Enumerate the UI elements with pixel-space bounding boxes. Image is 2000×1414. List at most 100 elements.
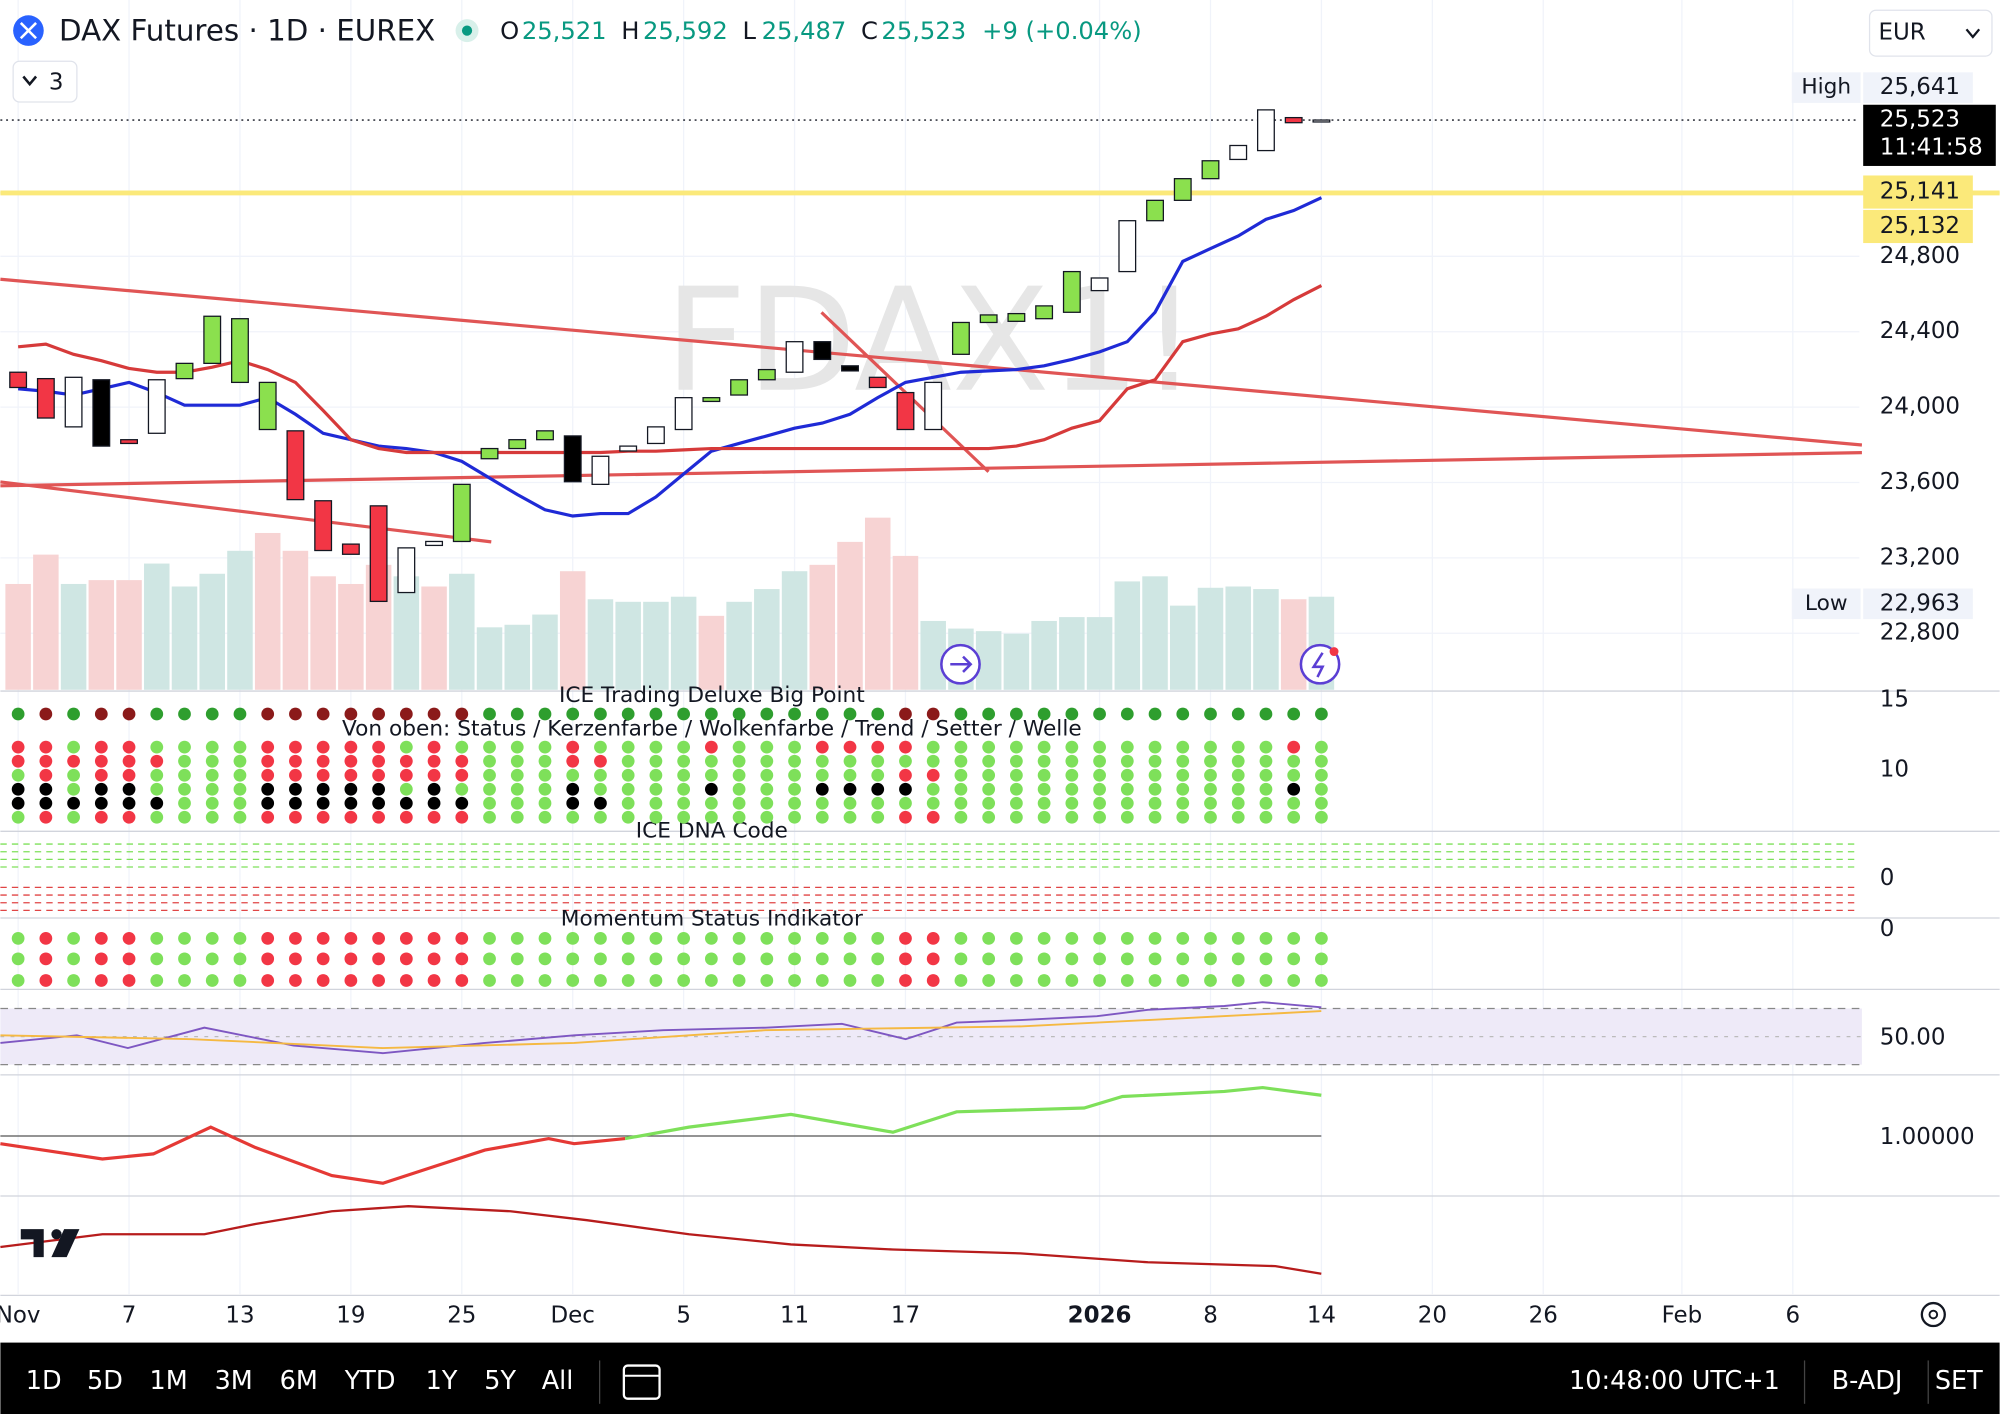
momentum-dot bbox=[760, 932, 774, 945]
symbol-logo-mark bbox=[19, 22, 37, 40]
status-dot bbox=[788, 740, 801, 754]
status-dot bbox=[982, 768, 996, 782]
status-dot bbox=[372, 707, 385, 721]
status-dot bbox=[427, 707, 441, 721]
x-tick-label: 8 bbox=[1203, 1302, 1218, 1328]
currency-select[interactable] bbox=[1868, 9, 1993, 57]
settings-button[interactable]: SET bbox=[1935, 1366, 1983, 1396]
status-dot bbox=[1148, 796, 1162, 810]
status-dot bbox=[205, 740, 219, 754]
candle-body bbox=[1284, 116, 1303, 124]
candle-body bbox=[341, 543, 360, 555]
momentum-dot bbox=[538, 932, 552, 945]
status-dot bbox=[732, 754, 746, 768]
status-dot bbox=[1287, 768, 1301, 782]
status-dot bbox=[760, 754, 774, 768]
status-dot bbox=[455, 754, 469, 768]
x-tick-label: 5 bbox=[676, 1302, 691, 1328]
candle-body bbox=[175, 362, 194, 380]
range-button[interactable]: 1Y bbox=[426, 1366, 458, 1396]
adjust-button[interactable]: B-ADJ bbox=[1832, 1366, 1903, 1396]
status-dot bbox=[1065, 707, 1079, 721]
momentum-dot bbox=[510, 952, 524, 966]
status-dot bbox=[1259, 768, 1273, 782]
status-dot bbox=[1010, 740, 1023, 754]
momentum-dot bbox=[1093, 932, 1106, 945]
status-dot bbox=[372, 782, 385, 796]
x-tick-label: 26 bbox=[1529, 1302, 1558, 1328]
candle-body bbox=[258, 381, 277, 431]
status-dot bbox=[1093, 707, 1106, 721]
status-dot bbox=[1176, 768, 1190, 782]
range-button[interactable]: YTD bbox=[344, 1366, 396, 1396]
momentum-dot bbox=[233, 974, 247, 987]
status-dot bbox=[871, 782, 885, 796]
status-dot bbox=[1065, 782, 1079, 796]
range-button[interactable]: All bbox=[542, 1366, 574, 1396]
momentum-dot bbox=[1287, 974, 1301, 987]
indicator-toggle[interactable] bbox=[12, 60, 78, 103]
status-dot bbox=[205, 796, 219, 810]
momentum-dot bbox=[815, 932, 829, 945]
status-dot bbox=[649, 707, 663, 721]
momentum-dot bbox=[677, 974, 691, 987]
volume-bar bbox=[393, 576, 420, 690]
status-dot bbox=[150, 810, 164, 824]
ohlc-label: L bbox=[742, 17, 756, 45]
status-dot bbox=[316, 754, 330, 768]
volume-bar bbox=[726, 601, 752, 690]
volume-bar bbox=[1003, 633, 1030, 690]
status-dot bbox=[178, 740, 191, 754]
status-dot bbox=[788, 810, 801, 824]
status-dot bbox=[677, 810, 691, 824]
range-button[interactable]: 1M bbox=[150, 1366, 188, 1396]
volume-bar bbox=[1086, 617, 1113, 690]
status-dot bbox=[67, 707, 80, 721]
range-button[interactable]: 1D bbox=[26, 1366, 62, 1396]
status-dot bbox=[1093, 754, 1106, 768]
status-dot bbox=[178, 782, 191, 796]
status-dot bbox=[233, 740, 247, 754]
status-dot bbox=[899, 740, 912, 754]
status-dot bbox=[67, 796, 80, 810]
volume-bar bbox=[1170, 605, 1196, 690]
momentum-dot bbox=[205, 974, 219, 987]
momentum-dot bbox=[1287, 932, 1301, 945]
momentum-dot bbox=[67, 932, 80, 945]
status-dot bbox=[372, 796, 385, 810]
status-dot bbox=[372, 810, 385, 824]
status-dot bbox=[815, 707, 829, 721]
status-dot bbox=[510, 707, 524, 721]
status-dot bbox=[926, 740, 940, 754]
extreme-value: 25,641 bbox=[1880, 74, 1960, 100]
momentum-dot bbox=[1065, 974, 1079, 987]
extreme-name-box bbox=[1791, 72, 1861, 103]
status-dot bbox=[1010, 810, 1023, 824]
status-dot bbox=[704, 810, 718, 824]
momentum-dot bbox=[483, 932, 496, 945]
momentum-dot bbox=[982, 974, 996, 987]
momentum-dot bbox=[1148, 932, 1162, 945]
status-dot bbox=[899, 707, 912, 721]
event-icon[interactable] bbox=[1299, 643, 1341, 685]
candle-body bbox=[92, 379, 111, 447]
momentum-dot bbox=[899, 932, 912, 945]
settings-gear[interactable] bbox=[1920, 1301, 1946, 1328]
status-dot bbox=[510, 740, 524, 754]
range-button[interactable]: 5D bbox=[87, 1366, 123, 1396]
range-button[interactable]: 6M bbox=[280, 1366, 318, 1396]
status-dot bbox=[899, 768, 912, 782]
status-dot bbox=[1176, 810, 1190, 824]
volume-bar bbox=[1031, 620, 1057, 690]
symbol-title[interactable]: DAX Futures · 1D · EUREX bbox=[59, 13, 435, 47]
momentum-dot bbox=[566, 952, 580, 966]
range-button[interactable]: 5Y bbox=[484, 1366, 516, 1396]
candle-body bbox=[951, 321, 970, 355]
momentum-dot bbox=[982, 952, 996, 966]
volume-bar bbox=[643, 601, 669, 690]
status-dot bbox=[982, 754, 996, 768]
momentum-dot bbox=[1315, 974, 1328, 987]
calendar-icon[interactable] bbox=[622, 1364, 661, 1400]
range-button[interactable]: 3M bbox=[215, 1366, 253, 1396]
clock[interactable]: 10:48:00 UTC+1 bbox=[1569, 1366, 1780, 1396]
